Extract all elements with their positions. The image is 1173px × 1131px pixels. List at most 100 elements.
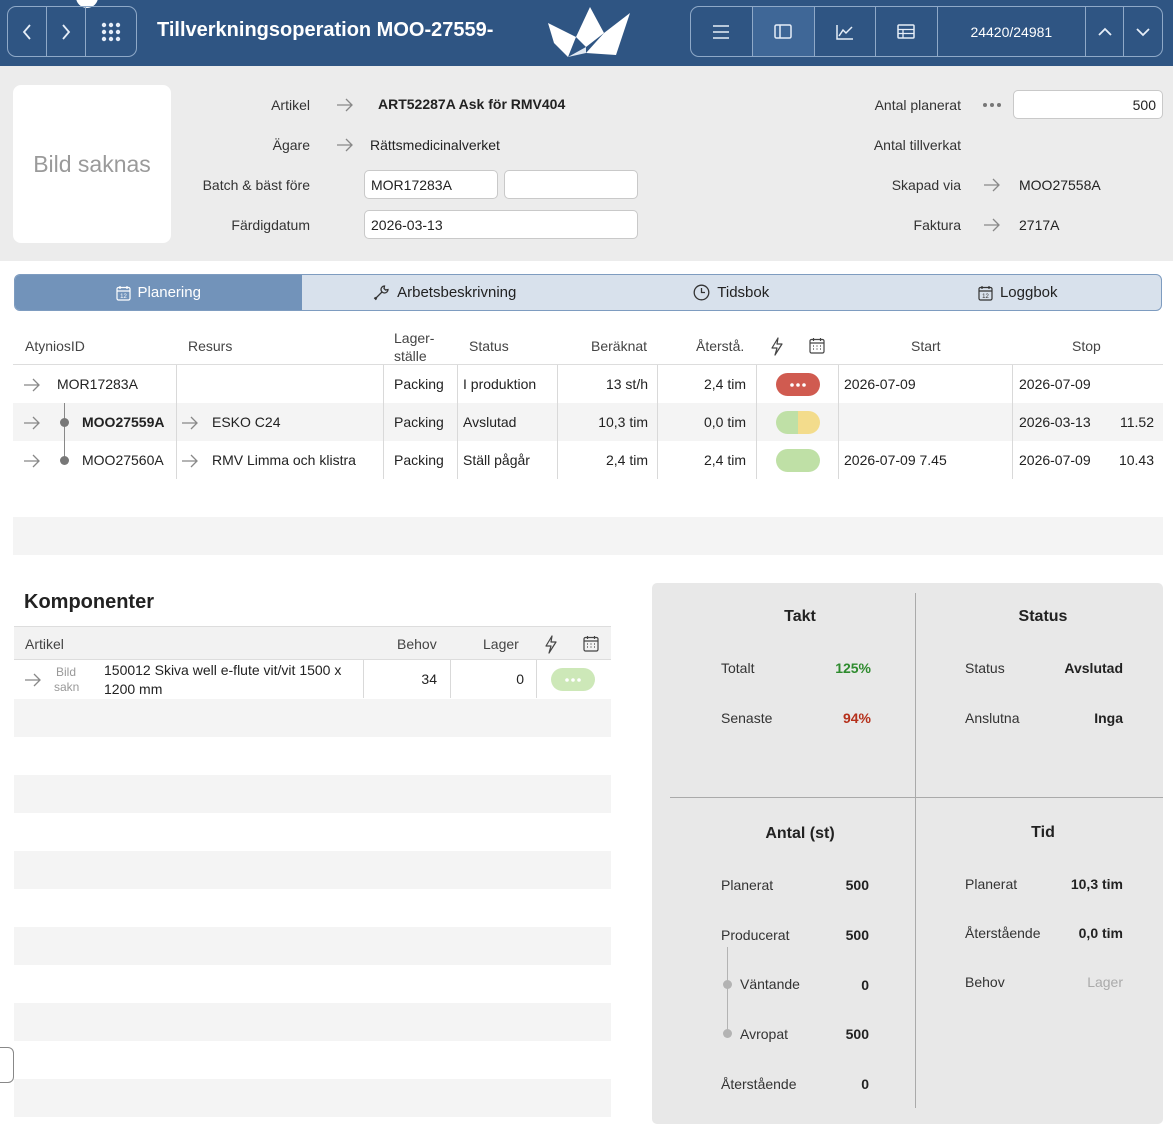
brand-logo	[546, 3, 632, 62]
col-header-atersta[interactable]: Återstå.	[696, 338, 745, 354]
batch-field[interactable]: MOR17283A	[364, 170, 498, 199]
row-lager: Packing	[394, 414, 444, 430]
row-resurs[interactable]: ESKO C24	[212, 414, 281, 430]
row-stop-time: 10.43	[1118, 452, 1154, 468]
col-header-behov[interactable]: Behov	[397, 636, 437, 652]
tab-label: Loggbok	[999, 284, 1058, 301]
tree-line	[727, 947, 728, 1035]
previous-record-button[interactable]	[1086, 7, 1125, 56]
navigation-group	[7, 6, 137, 57]
forward-button[interactable]	[47, 7, 86, 56]
col-header-lager[interactable]: Lager	[483, 636, 519, 652]
arrow-right-icon[interactable]	[181, 416, 199, 430]
fardigdatum-field[interactable]: 2026-03-13	[364, 210, 638, 239]
arrow-right-icon[interactable]	[336, 98, 354, 112]
komponent-row[interactable]: Bild sakn 150012 Skiva well e-flute vit/…	[14, 660, 611, 698]
col-header-id[interactable]: AtyniosID	[25, 338, 85, 354]
agare-value[interactable]: Rättsmedicinalverket	[370, 137, 500, 153]
apps-menu-button[interactable]	[86, 7, 135, 56]
side-drawer-handle[interactable]	[0, 1047, 14, 1083]
table-view-button[interactable]	[876, 7, 938, 56]
column-divider	[383, 441, 384, 479]
row-id[interactable]: MOR17283A	[57, 376, 138, 392]
arrow-right-icon[interactable]	[983, 178, 1001, 192]
detail-view-button[interactable]	[752, 7, 815, 56]
col-header-stop[interactable]: Stop	[1072, 338, 1101, 354]
skapad-via-value[interactable]: MOO27558A	[1019, 177, 1101, 193]
row-resurs[interactable]: RMV Limma och klistra	[212, 452, 356, 468]
app-header: Tillverkningsoperation MOO-27559- 24420/…	[0, 0, 1173, 66]
back-button[interactable]	[8, 7, 47, 56]
status-pill-green[interactable]	[551, 668, 595, 691]
row-id[interactable]: MOO27559A	[82, 414, 165, 430]
svg-text:12: 12	[120, 294, 127, 300]
antal-title: Antal (st)	[765, 825, 835, 842]
divider	[670, 797, 1163, 798]
chevron-right-icon	[62, 23, 71, 40]
calendar-icon[interactable]	[583, 635, 599, 652]
arrow-right-icon[interactable]	[336, 138, 354, 152]
komponenter-title: Komponenter	[24, 591, 154, 613]
tab-tidsbok[interactable]: Tidsbok	[588, 275, 875, 310]
status-pill-green-yellow[interactable]	[776, 411, 820, 434]
arrow-right-icon[interactable]	[983, 218, 1001, 232]
arrow-right-icon[interactable]	[23, 454, 41, 468]
more-dots-icon[interactable]	[983, 103, 1001, 107]
row-stop-time: 11.52	[1120, 414, 1154, 430]
column-divider	[756, 365, 757, 403]
lightning-icon[interactable]	[544, 635, 558, 654]
col-header-beraknat[interactable]: Beräknat	[591, 338, 648, 354]
artikel-value[interactable]: ART52287A Ask för RMV404	[378, 96, 566, 112]
tab-loggbok[interactable]: 12 Loggbok	[875, 275, 1162, 310]
col-header-lager-1[interactable]: Lager-	[394, 330, 435, 346]
operations-table: AtyniosID Resurs Lager- ställe Status Be…	[13, 328, 1163, 479]
arrow-right-icon[interactable]	[24, 673, 42, 687]
column-divider	[176, 365, 177, 403]
list-view-button[interactable]	[691, 7, 753, 56]
takt-title: Takt	[784, 608, 816, 625]
takt-senaste-value: 94%	[842, 710, 871, 726]
takt-totalt-label: Totalt	[721, 660, 755, 676]
tid-behov-value: Lager	[1087, 974, 1123, 990]
next-record-button[interactable]	[1124, 7, 1162, 56]
komponent-artikel-line-2[interactable]: 1200 mm	[104, 681, 163, 697]
faktura-value[interactable]: 2717A	[1019, 217, 1060, 233]
table-row[interactable]: MOO27560A RMV Limma och klistra Packing …	[13, 441, 1163, 479]
antal-planerat-field[interactable]: 500	[1013, 90, 1163, 119]
calendar-icon[interactable]	[809, 337, 825, 354]
bast-fore-field[interactable]	[504, 170, 638, 199]
record-counter: 24420/24981	[938, 7, 1087, 56]
col-header-resurs[interactable]: Resurs	[188, 338, 233, 354]
chart-view-button[interactable]	[815, 7, 876, 56]
column-divider	[176, 403, 177, 441]
row-lager: Packing	[394, 452, 444, 468]
column-divider	[756, 403, 757, 441]
row-id[interactable]: MOO27560A	[82, 452, 164, 468]
more-dots-icon	[565, 677, 581, 682]
takt-senaste-label: Senaste	[721, 710, 773, 726]
anslutna-value: Inga	[1094, 710, 1123, 726]
table-icon	[897, 24, 915, 39]
status-title: Status	[1018, 608, 1068, 625]
tab-planering[interactable]: 12 Planering	[15, 275, 302, 310]
status-pill-red[interactable]	[776, 373, 820, 396]
row-start: 2026-07-09 7.45	[844, 452, 947, 468]
svg-text:12: 12	[982, 294, 989, 300]
status-value: Avslutad	[1064, 660, 1123, 676]
arrow-right-icon[interactable]	[23, 416, 41, 430]
table-row[interactable]: MOR17283A Packing I produktion 13 st/h 2…	[13, 365, 1163, 403]
tab-bar: 12 Planering Arbetsbeskrivning Tidsbok 1…	[14, 274, 1162, 311]
col-header-start[interactable]: Start	[911, 338, 941, 354]
table-row[interactable]: MOO27559A ESKO C24 Packing Avslutad 10,3…	[13, 403, 1163, 441]
col-header-lager-2[interactable]: ställe	[394, 348, 427, 364]
column-divider	[457, 403, 458, 441]
tab-arbetsbeskrivning[interactable]: Arbetsbeskrivning	[302, 275, 589, 310]
column-divider	[1012, 441, 1013, 479]
arrow-right-icon[interactable]	[181, 454, 199, 468]
arrow-right-icon[interactable]	[23, 378, 41, 392]
col-header-status[interactable]: Status	[469, 338, 509, 354]
col-header-artikel[interactable]: Artikel	[25, 636, 64, 652]
lightning-icon[interactable]	[770, 337, 784, 356]
komponent-artikel-line-1[interactable]: 150012 Skiva well e-flute vit/vit 1500 x	[104, 662, 342, 678]
status-pill-green[interactable]	[776, 449, 820, 472]
